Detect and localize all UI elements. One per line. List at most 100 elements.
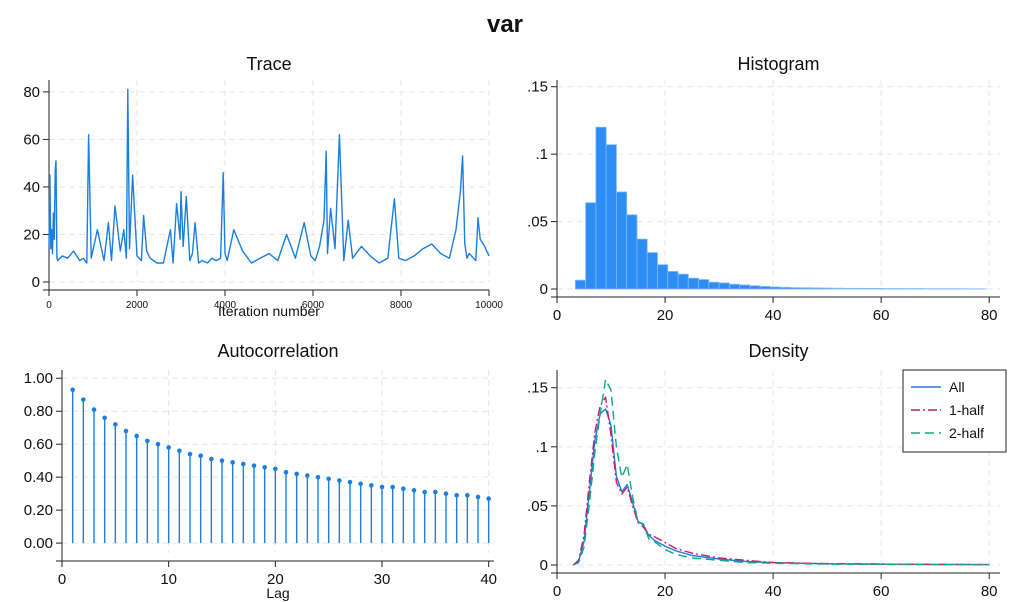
histogram-bar-16	[739, 284, 751, 290]
density-xtick-label-0: 0	[553, 583, 561, 600]
autocorrelation-ytick-label-1: 0.20	[24, 502, 53, 519]
trace-panel: Trace 0 20 40 60 80 0 2000 4000 6000 8000 10000 Iter…	[23, 54, 503, 319]
autocorrelation-xtick-label-1: 10	[160, 571, 177, 588]
autocorrelation-ytick-label-4: 0.80	[24, 403, 53, 420]
autocorrelation-ytick-label-0: 0.00	[24, 535, 53, 552]
density-xtick-label-1: 20	[657, 583, 674, 600]
histogram-ytick-label-3: .15	[527, 79, 548, 96]
histogram-bar-27	[852, 287, 864, 290]
density-legend-label-1: 1-half	[949, 402, 984, 418]
autocorrelation-point-13	[209, 456, 214, 462]
autocorrelation-point-9	[166, 445, 171, 450]
histogram-bar-19	[769, 286, 782, 290]
histogram-bar-28	[862, 288, 874, 290]
histogram-bar-12	[698, 279, 710, 290]
histogram-bar-25	[831, 287, 843, 290]
histogram-bar-23	[811, 287, 823, 290]
autocorrelation-xtick-label-4: 40	[480, 571, 497, 588]
histogram-bar-1	[585, 202, 597, 290]
autocorrelation-point-28	[369, 483, 374, 488]
autocorrelation-point-26	[347, 479, 353, 485]
autocorrelation-ytick-label-3: 0.60	[24, 436, 53, 453]
density-line-2-half	[572, 378, 990, 566]
figure-title: var	[487, 11, 523, 38]
density-legend-box	[902, 369, 1007, 453]
autocorrelation-point-21	[294, 471, 299, 477]
histogram-bar-15	[728, 283, 741, 290]
histogram-bar-14	[718, 282, 730, 290]
histogram-bar-5	[626, 214, 638, 290]
autocorrelation-point-20	[283, 469, 289, 475]
autocorrelation-point-11	[187, 451, 193, 457]
autocorrelation-point-29	[379, 484, 385, 490]
density-legend: All 1-half 2-half	[902, 369, 1007, 453]
autocorrelation-point-2	[91, 407, 97, 412]
autocorrelation-point-30	[390, 484, 395, 490]
autocorrelation-point-35	[443, 491, 449, 496]
autocorrelation-point-15	[230, 460, 235, 465]
trace-xtick-label-5: 10000	[475, 300, 503, 311]
autocorrelation-point-5	[123, 428, 129, 434]
density-legend-label-2: 2-half	[949, 425, 984, 441]
trace-ytick-label-1: 20	[23, 226, 40, 243]
histogram-xtick-label-4: 80	[981, 307, 998, 324]
autocorrelation-point-24	[326, 476, 331, 482]
autocorrelation-point-32	[411, 488, 417, 493]
autocorrelation-point-18	[262, 464, 267, 470]
autocorrelation-point-12	[198, 453, 203, 459]
trace-xtick-label-3: 6000	[302, 300, 325, 311]
histogram-bar-10	[677, 273, 689, 290]
histogram-title: Histogram	[737, 54, 819, 74]
histogram-panel: Histogram 0 .05 .1 .15 0 20 40 60 80	[527, 54, 1000, 324]
trace-xtick-label-4: 8000	[390, 300, 413, 311]
trace-xtick-label-0: 0	[46, 300, 52, 311]
histogram-xtick-label-3: 60	[873, 307, 890, 324]
histogram-ytick-label-0: 0	[540, 281, 548, 298]
density-xtick-label-4: 80	[981, 583, 998, 600]
autocorrelation-point-31	[401, 486, 406, 492]
density-line-1-half	[572, 396, 990, 566]
histogram-xtick-label-1: 20	[657, 307, 674, 324]
histogram-bars	[574, 126, 987, 290]
trace-xlabel: Iteration number	[218, 303, 320, 319]
autocorrelation-point-8	[155, 441, 161, 447]
autocorrelation-xtick-label-0: 0	[58, 571, 66, 588]
trace-ytick-label-2: 40	[23, 179, 40, 196]
histogram-bar-6	[636, 238, 648, 290]
density-title: Density	[748, 341, 808, 361]
autocorrelation-point-22	[305, 473, 310, 478]
histogram-bar-18	[759, 286, 771, 290]
histogram-bar-17	[749, 285, 761, 290]
autocorrelation-xlabel: Lag	[266, 585, 289, 601]
histogram-bar-29	[872, 288, 884, 290]
histogram-bar-13	[708, 281, 720, 290]
autocorrelation-point-0	[70, 387, 75, 393]
histogram-bar-26	[841, 287, 853, 290]
autocorrelation-point-33	[422, 489, 427, 495]
trace-ytick-label-3: 60	[23, 131, 40, 148]
histogram-ytick-label-1: .05	[527, 214, 548, 231]
autocorrelation-point-6	[134, 433, 139, 439]
autocorrelation-panel: Autocorrelation 0.00 0.20 0.40 0.60 0.80 1.00 0…	[24, 341, 497, 601]
trace-title: Trace	[246, 54, 291, 74]
histogram-bar-11	[687, 277, 699, 290]
autocorrelation-point-19	[273, 466, 278, 472]
autocorrelation-point-1	[81, 397, 86, 402]
density-xtick-label-3: 60	[873, 583, 890, 600]
histogram-bar-9	[667, 271, 679, 290]
autocorrelation-point-17	[251, 463, 257, 468]
histogram-bar-8	[657, 264, 669, 290]
histogram-bar-7	[646, 252, 658, 290]
histogram-xtick-label-0: 0	[553, 307, 561, 324]
autocorrelation-point-10	[177, 448, 182, 454]
autocorrelation-title: Autocorrelation	[217, 341, 338, 361]
density-ytick-label-1: .05	[527, 498, 548, 515]
autocorrelation-stems	[70, 387, 491, 544]
autocorrelation-xtick-label-3: 30	[374, 571, 391, 588]
trace-ytick-label-4: 80	[23, 84, 40, 101]
density-xtick-label-2: 40	[765, 583, 782, 600]
histogram-bar-3	[605, 144, 617, 290]
autocorrelation-point-25	[337, 478, 342, 483]
trace-xtick-label-2: 4000	[214, 300, 237, 311]
